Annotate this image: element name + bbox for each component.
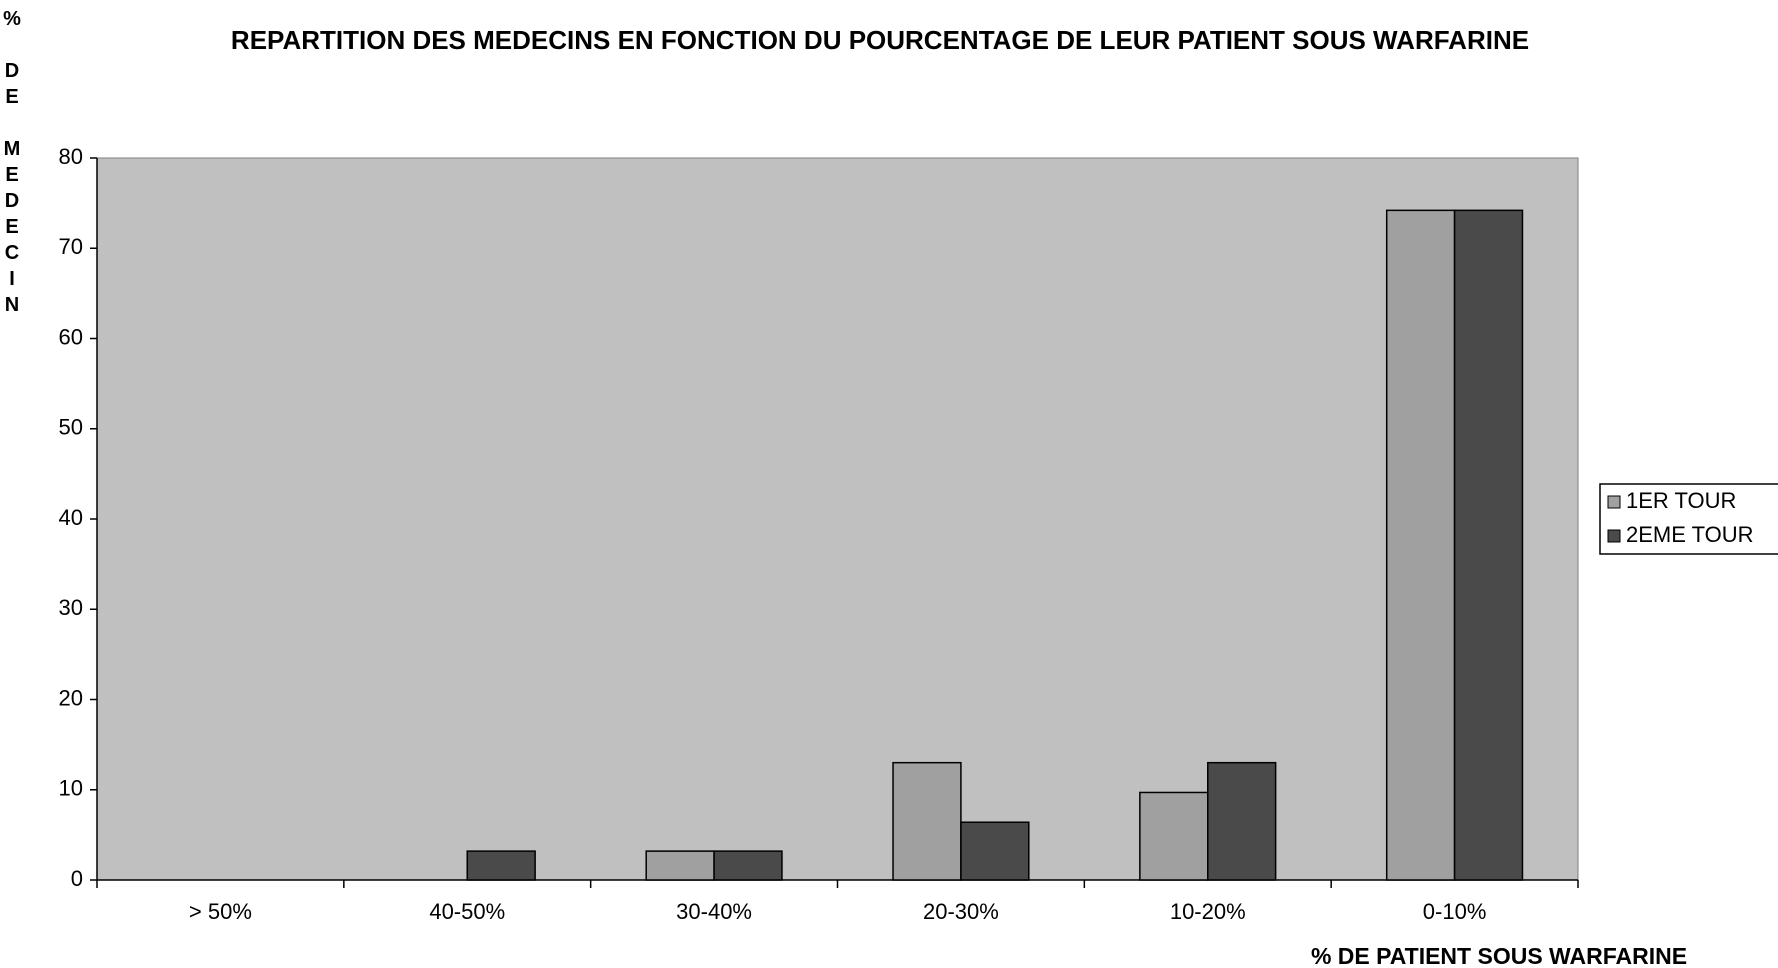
y-tick-label: 30 (59, 595, 83, 620)
y-tick-label: 20 (59, 685, 83, 710)
y-tick-label: 0 (71, 866, 83, 891)
bar (1385, 209, 1456, 881)
plot-area (96, 157, 1579, 881)
legend-swatch (1607, 529, 1621, 543)
y-tick-label: 10 (59, 776, 83, 801)
bar (892, 761, 962, 881)
bar (645, 850, 715, 881)
x-tick-label: 10-20% (1170, 899, 1246, 924)
x-axis-label: % DE PATIENT SOUS WARFARINE (1311, 943, 1687, 968)
chart-title: REPARTITION DES MEDECINS EN FONCTION DU … (230, 25, 1530, 55)
bar (1207, 761, 1277, 881)
bar (1453, 209, 1524, 881)
x-tick-label: 40-50% (429, 899, 505, 924)
x-tick-label: > 50% (189, 899, 252, 924)
y-tick-label: 80 (59, 144, 83, 169)
legend-swatch (1607, 495, 1621, 509)
y-tick-label: 70 (59, 234, 83, 259)
y-axis-label: % DE MEDECIN (1, 8, 23, 320)
legend-label: 2EME TOUR (1626, 522, 1754, 547)
bar (960, 821, 1030, 881)
y-tick-label: 40 (59, 505, 83, 530)
x-tick-label: 20-30% (923, 899, 999, 924)
y-tick-label: 50 (59, 415, 83, 440)
bar (713, 850, 783, 881)
bar (466, 850, 536, 881)
x-tick-label: 30-40% (676, 899, 752, 924)
legend-label: 1ER TOUR (1626, 488, 1736, 513)
x-tick-label: 0-10% (1423, 899, 1487, 924)
legend-box (1599, 483, 1778, 555)
y-tick-label: 60 (59, 324, 83, 349)
bar (1139, 791, 1209, 881)
